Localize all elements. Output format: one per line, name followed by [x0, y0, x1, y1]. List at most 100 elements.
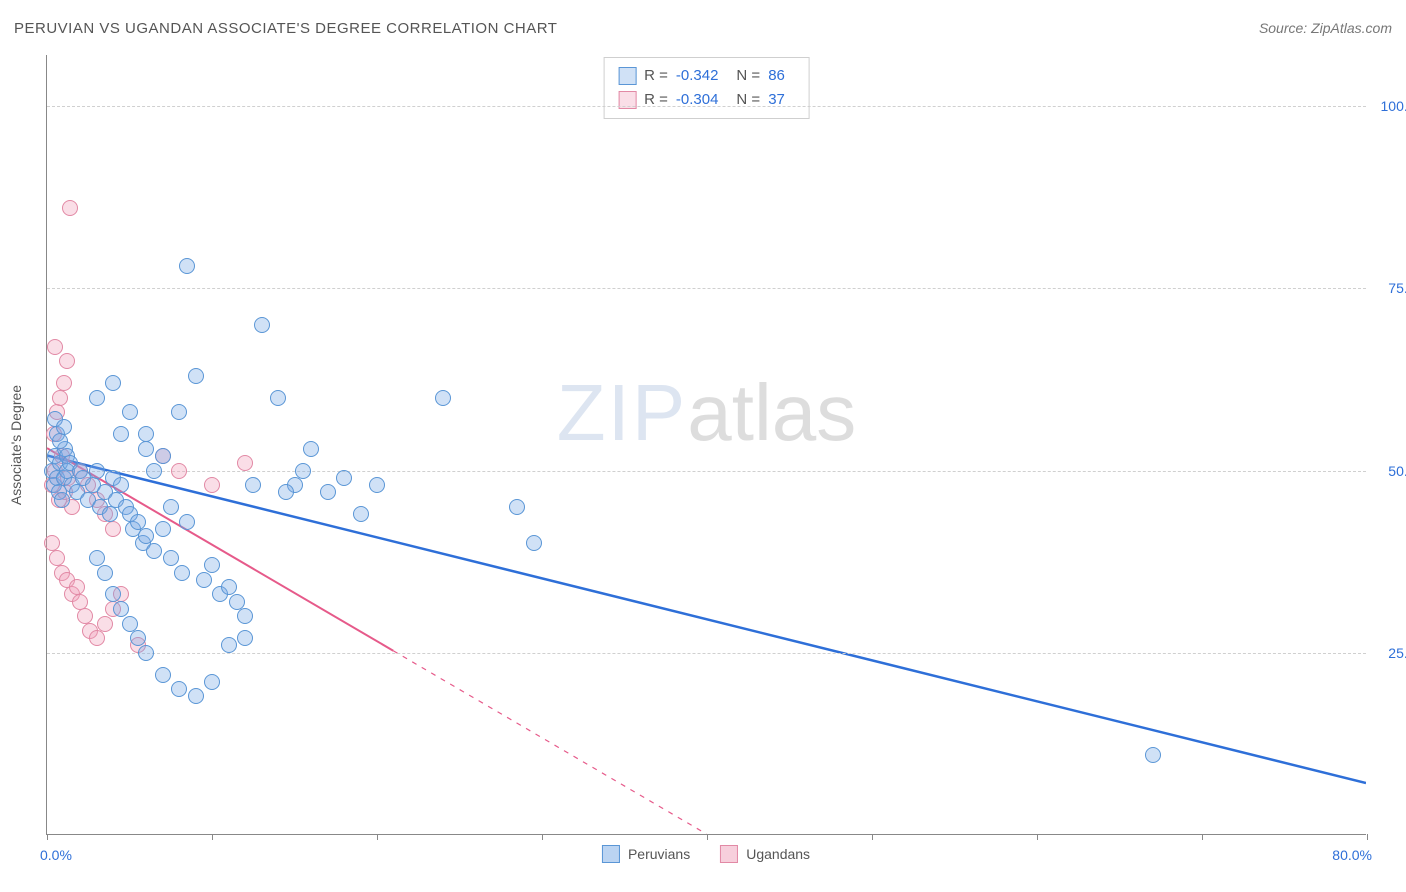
x-tick [872, 834, 873, 840]
stat-r-label: R = [644, 88, 668, 112]
data-point [171, 681, 187, 697]
watermark: ZIPatlas [557, 367, 856, 459]
data-point [113, 426, 129, 442]
data-point [102, 506, 118, 522]
grid-line [47, 288, 1366, 289]
data-point [179, 514, 195, 530]
data-point [254, 317, 270, 333]
data-point [188, 688, 204, 704]
data-point [97, 565, 113, 581]
data-point [105, 375, 121, 391]
data-point [69, 579, 85, 595]
y-tick-label: 100.0% [1373, 98, 1406, 114]
data-point [509, 499, 525, 515]
data-point [237, 630, 253, 646]
x-tick [1202, 834, 1203, 840]
x-tick [707, 834, 708, 840]
data-point [89, 390, 105, 406]
x-axis-min-label: 0.0% [40, 847, 72, 863]
data-point [270, 390, 286, 406]
watermark-part1: ZIP [557, 368, 687, 457]
data-point [89, 630, 105, 646]
data-point [204, 674, 220, 690]
data-point [54, 492, 70, 508]
y-tick-label: 75.0% [1373, 280, 1406, 296]
legend-label: Peruvians [628, 846, 690, 862]
data-point [49, 550, 65, 566]
data-point [237, 455, 253, 471]
stat-n-value: 86 [768, 64, 785, 88]
data-point [204, 557, 220, 573]
chart-title: PERUVIAN VS UGANDAN ASSOCIATE'S DEGREE C… [14, 20, 1392, 37]
data-point [229, 594, 245, 610]
data-point [179, 258, 195, 274]
legend-item: Ugandans [720, 845, 810, 863]
data-point [320, 484, 336, 500]
legend-swatch [618, 67, 636, 85]
stat-n-value: 37 [768, 88, 785, 112]
data-point [146, 543, 162, 559]
data-point [146, 463, 162, 479]
stats-row: R =-0.342N =86 [618, 64, 795, 88]
data-point [122, 616, 138, 632]
data-point [435, 390, 451, 406]
data-point [353, 506, 369, 522]
data-point [105, 586, 121, 602]
data-point [188, 368, 204, 384]
data-point [155, 448, 171, 464]
data-point [237, 608, 253, 624]
chart-container: PERUVIAN VS UGANDAN ASSOCIATE'S DEGREE C… [0, 0, 1406, 892]
data-point [89, 463, 105, 479]
x-tick [47, 834, 48, 840]
x-tick [212, 834, 213, 840]
data-point [56, 375, 72, 391]
y-tick-label: 50.0% [1373, 463, 1406, 479]
grid-line [47, 106, 1366, 107]
data-point [47, 339, 63, 355]
x-tick [542, 834, 543, 840]
data-point [44, 535, 60, 551]
stats-box: R =-0.342N =86R =-0.304N =37 [603, 57, 810, 119]
plot-area: ZIPatlas R =-0.342N =86R =-0.304N =37 [46, 55, 1366, 835]
grid-line [47, 653, 1366, 654]
data-point [1145, 747, 1161, 763]
data-point [163, 499, 179, 515]
legend-item: Peruvians [602, 845, 690, 863]
data-point [72, 594, 88, 610]
data-point [336, 470, 352, 486]
data-point [174, 565, 190, 581]
source-attribution: Source: ZipAtlas.com [1259, 20, 1392, 36]
stat-r-label: R = [644, 64, 668, 88]
data-point [97, 616, 113, 632]
data-point [221, 637, 237, 653]
data-point [204, 477, 220, 493]
data-point [295, 463, 311, 479]
data-point [113, 601, 129, 617]
y-tick-label: 25.0% [1373, 645, 1406, 661]
data-point [130, 514, 146, 530]
data-point [105, 521, 121, 537]
data-point [138, 441, 154, 457]
data-point [155, 521, 171, 537]
stat-r-value: -0.304 [676, 88, 719, 112]
data-point [526, 535, 542, 551]
data-point [56, 419, 72, 435]
data-point [171, 463, 187, 479]
stats-row: R = -0.304 N = 37 [618, 88, 795, 112]
data-point [171, 404, 187, 420]
data-point [245, 477, 261, 493]
stat-n-label: N = [736, 64, 760, 88]
legend-swatch [602, 845, 620, 863]
stat-n-label: N = [736, 88, 760, 112]
x-tick [1037, 834, 1038, 840]
x-tick [1367, 834, 1368, 840]
data-point [196, 572, 212, 588]
data-point [163, 550, 179, 566]
data-point [369, 477, 385, 493]
data-point [89, 550, 105, 566]
data-point [138, 645, 154, 661]
data-point [278, 484, 294, 500]
data-point [155, 667, 171, 683]
data-point [52, 390, 68, 406]
trend-lines [47, 55, 1366, 834]
